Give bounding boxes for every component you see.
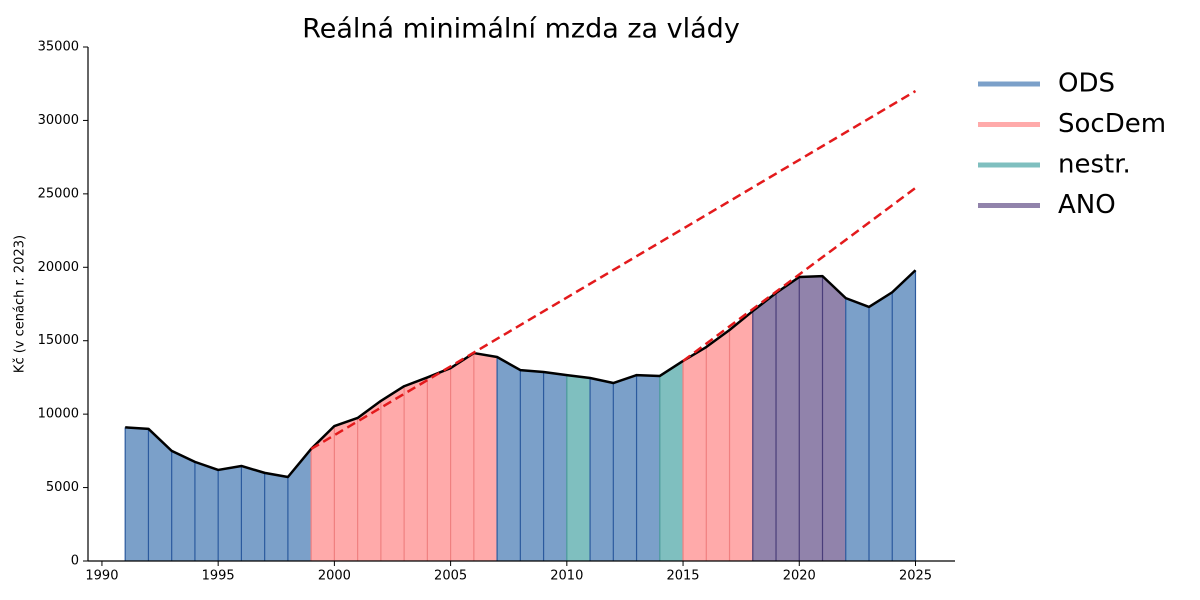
trend-line xyxy=(682,186,917,362)
area-segment xyxy=(427,368,451,561)
x-tick-label: 2005 xyxy=(434,569,467,584)
x-tick-label: 1990 xyxy=(85,569,118,584)
area-segment xyxy=(218,465,242,561)
y-tick-label: 25000 xyxy=(38,186,79,201)
x-tick-label: 2010 xyxy=(550,569,583,584)
area-segment xyxy=(776,276,800,561)
y-tick-label: 0 xyxy=(71,554,79,569)
area-segment xyxy=(171,450,195,561)
trend-line xyxy=(310,89,917,451)
area-segment xyxy=(590,378,614,561)
area-segment xyxy=(450,353,474,561)
area-segment xyxy=(473,353,498,561)
legend-label: SocDem xyxy=(1058,109,1166,139)
area-segment xyxy=(613,375,637,561)
y-tick-label: 15000 xyxy=(38,333,79,348)
area-segment xyxy=(659,360,684,561)
area-segment xyxy=(752,292,777,561)
x-tick-label: 2020 xyxy=(783,569,816,584)
area-segment xyxy=(148,428,172,561)
x-tick-label: 2000 xyxy=(318,569,351,584)
area-segment xyxy=(845,298,869,561)
area-segment xyxy=(892,270,916,561)
area-segment xyxy=(125,427,149,561)
area-segment xyxy=(404,377,428,561)
data-line xyxy=(125,269,917,479)
y-tick-label: 10000 xyxy=(38,407,79,422)
area-segment xyxy=(683,347,707,561)
y-tick-label: 30000 xyxy=(38,113,79,128)
area-segment xyxy=(868,292,893,561)
area-segment xyxy=(241,465,265,561)
y-axis-label: Kč (v cenách r. 2023) xyxy=(13,235,28,373)
area-segment xyxy=(636,375,660,561)
legend-label: ODS xyxy=(1058,69,1115,99)
area-segment xyxy=(799,276,823,561)
area-segment xyxy=(380,386,405,561)
area-segment xyxy=(334,417,358,561)
area-segment xyxy=(822,276,846,561)
y-tick-label: 20000 xyxy=(38,260,79,275)
area-segment xyxy=(287,448,312,561)
area-segment xyxy=(194,461,219,561)
area-segment xyxy=(566,375,591,561)
legend-label: nestr. xyxy=(1058,150,1131,180)
chart-title: Reálná minimální mzda za vlády xyxy=(302,14,740,45)
legend-label: ANO xyxy=(1058,190,1116,220)
y-tick-label: 35000 xyxy=(38,40,79,55)
area-segment xyxy=(543,371,567,561)
area-segment xyxy=(311,426,335,561)
y-tick-label: 5000 xyxy=(46,480,79,495)
area-segment xyxy=(706,329,730,561)
area-segment xyxy=(729,311,753,561)
x-tick-label: 2015 xyxy=(666,569,699,584)
area-segment xyxy=(357,400,381,561)
x-tick-label: 2025 xyxy=(899,569,932,584)
area-segment xyxy=(497,357,521,561)
x-tick-label: 1995 xyxy=(202,569,235,584)
area-segment xyxy=(264,472,288,561)
area-segment xyxy=(520,370,544,561)
